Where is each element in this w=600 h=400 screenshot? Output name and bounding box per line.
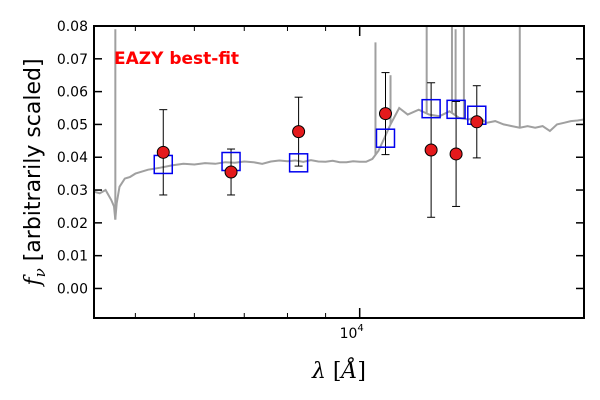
y-tick-label: 0.01 — [57, 249, 88, 265]
x-tick-label: 104 — [340, 323, 364, 342]
observed-point — [156, 145, 170, 159]
observed-points — [156, 107, 484, 179]
plot-content — [94, 26, 584, 220]
x-axis-label: λ [Å] — [311, 356, 366, 384]
model-square — [446, 99, 466, 120]
plot-frame — [93, 25, 585, 319]
template-spectrum-line — [94, 106, 584, 220]
y-tick-label: 0.02 — [57, 216, 88, 232]
y-tick-label: 0.05 — [57, 117, 88, 133]
model-square — [288, 153, 309, 173]
observed-point — [292, 125, 306, 139]
y-tick-label: 0.03 — [57, 183, 88, 199]
observed-point — [449, 147, 463, 161]
x-tick-labels: 104 — [340, 323, 364, 342]
y-tick-labels: 0.00 0.01 0.02 0.03 0.04 0.05 0.06 0.07 0.08 — [57, 19, 88, 297]
axis-ticks — [94, 25, 584, 318]
y-tick-label: 0.00 — [57, 281, 88, 297]
y-axis-label: fν [arbitrarily scaled] — [21, 58, 49, 287]
y-tick-label: 0.07 — [57, 52, 88, 68]
model-square — [375, 128, 396, 148]
observed-point — [470, 115, 484, 129]
observed-point — [424, 143, 438, 157]
annotation-label: EAZY best-fit — [114, 49, 239, 69]
y-tick-label: 0.04 — [57, 150, 88, 166]
model-square — [421, 98, 441, 119]
observed-point — [378, 107, 392, 121]
observed-point — [224, 165, 238, 179]
y-tick-label: 0.06 — [57, 85, 88, 101]
y-tick-label: 0.08 — [57, 19, 88, 35]
